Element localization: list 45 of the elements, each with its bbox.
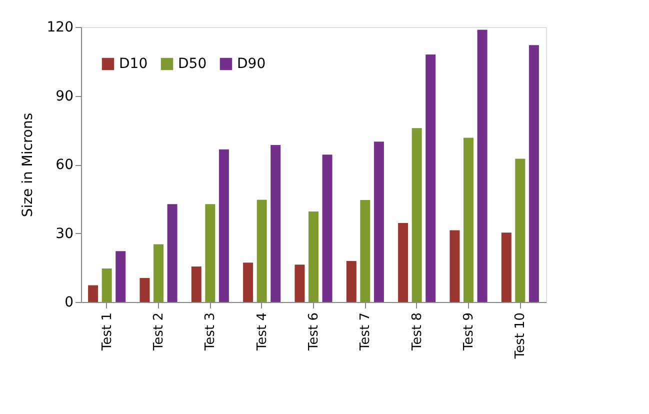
bar <box>450 230 460 302</box>
bar <box>218 149 229 302</box>
y-tick-label: 60 <box>56 157 74 173</box>
bar <box>374 142 384 302</box>
bar <box>102 268 112 302</box>
bar <box>346 260 356 302</box>
y-tick-label: 30 <box>56 226 74 242</box>
y-tick-label: 90 <box>56 88 74 104</box>
bar <box>243 262 254 302</box>
x-tick-label: Test 9 <box>462 312 476 352</box>
x-tick-label: Test 10 <box>513 312 528 360</box>
bar <box>116 251 126 302</box>
bar <box>464 138 474 302</box>
bar <box>154 244 164 302</box>
y-axis-title: Size in Microns <box>20 112 36 218</box>
y-tick-label: 0 <box>64 294 74 310</box>
bar <box>88 285 98 302</box>
x-tick-label: Test 2 <box>152 312 166 352</box>
x-tick-label: Test 8 <box>410 312 425 352</box>
bar <box>515 158 526 302</box>
bar <box>398 222 408 302</box>
legend-label: D50 <box>178 56 207 72</box>
bar <box>360 200 370 302</box>
bar <box>501 232 512 302</box>
x-tick-label: Test 1 <box>100 312 115 352</box>
bar <box>412 128 422 302</box>
bar <box>205 204 216 302</box>
y-tick-label: 120 <box>46 20 74 36</box>
bar <box>294 264 305 302</box>
x-tick-label: Test 6 <box>306 312 322 352</box>
bar <box>270 145 281 302</box>
x-tick-label: Test 3 <box>203 312 218 352</box>
bar <box>528 45 539 302</box>
bar <box>322 154 332 302</box>
x-tick-label: Test 7 <box>358 312 374 352</box>
bar <box>140 278 150 302</box>
x-tick-label: Test 4 <box>254 312 270 352</box>
bar <box>256 200 267 302</box>
bar <box>426 54 436 302</box>
legend-label: D90 <box>237 56 266 72</box>
legend-label: D10 <box>119 56 148 72</box>
bar <box>167 204 178 302</box>
bar <box>477 30 488 302</box>
bar <box>191 266 202 302</box>
bar <box>308 211 318 302</box>
